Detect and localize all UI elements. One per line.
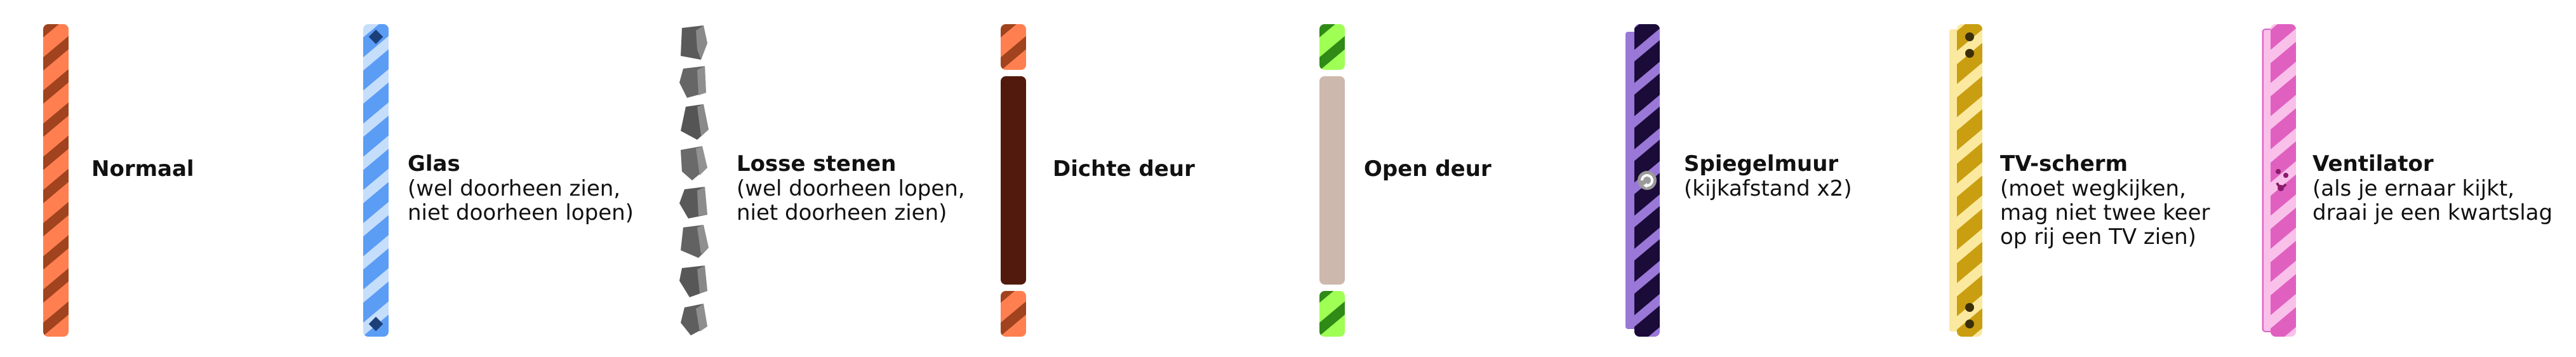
legend-label-fan: Ventilator <box>2312 151 2434 177</box>
fan-wall-icon <box>2262 24 2296 337</box>
legend-label-closed-door: Dichte deur <box>1053 156 1195 182</box>
closed-door-wall-icon <box>1001 24 1026 337</box>
mirror-wall-icon <box>1625 24 1660 337</box>
legend-label-normal: Normaal <box>91 156 194 182</box>
normal-wall-icon <box>43 24 69 337</box>
legend-label-mirror-wall: Spiegelmuur <box>1684 151 1839 177</box>
legend-desc-tv-screen: (moet wegkijken, mag niet twee keer op r… <box>2000 176 2210 250</box>
legend-desc-mirror-wall: (kijkafstand x2) <box>1684 176 1852 201</box>
open-door-wall-icon <box>1319 24 1345 337</box>
legend-desc-glass: (wel doorheen zien, niet doorheen lopen) <box>408 176 634 226</box>
legend-label-loose-stones: Losse stenen <box>737 151 897 177</box>
glass-wall-icon <box>363 24 389 337</box>
legend-desc-fan: (als je ernaar kijkt, draai je een kwart… <box>2312 176 2553 226</box>
legend-label-glass: Glas <box>408 151 460 177</box>
legend-label-open-door: Open deur <box>1364 156 1492 182</box>
tv-screen-wall-icon <box>1949 24 1982 337</box>
legend-label-tv-screen: TV-scherm <box>2000 151 2128 177</box>
legend-desc-loose-stones: (wel doorheen lopen, niet doorheen zien) <box>737 176 965 226</box>
loose-stones-wall-icon <box>679 25 709 335</box>
